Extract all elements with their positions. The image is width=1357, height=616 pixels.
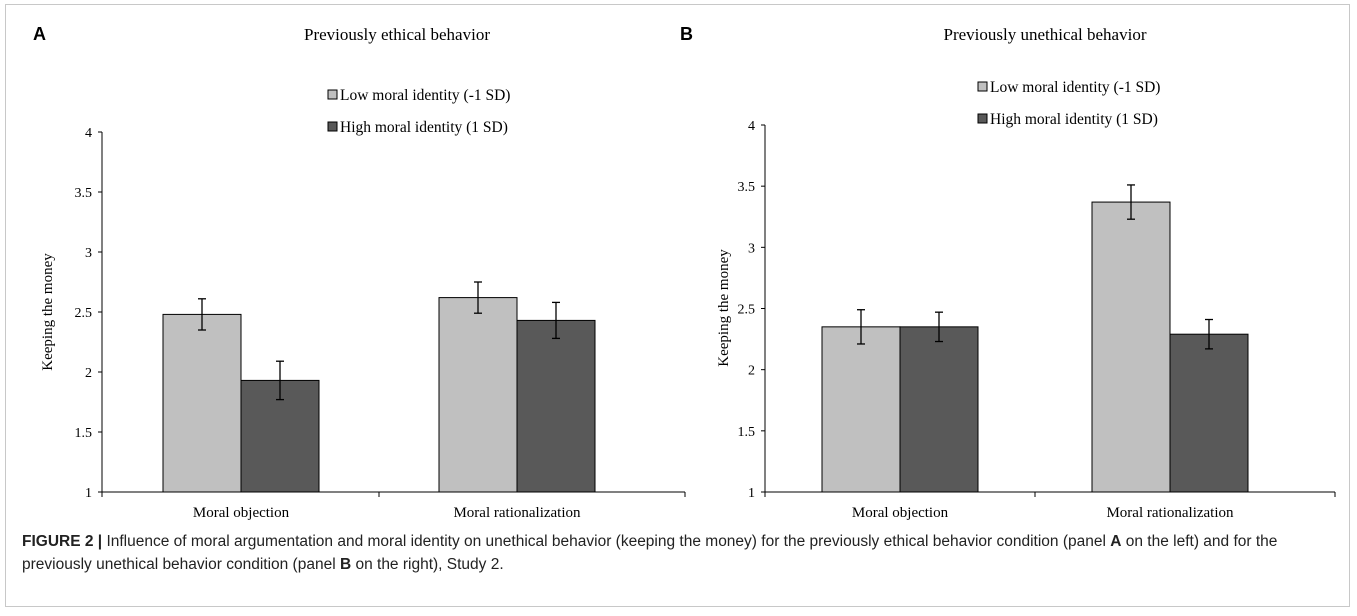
caption-bold2: B	[339, 556, 352, 573]
chart-panel-a: A Previously ethical behavior 1 1.5 2 2.5 3 3.5…	[33, 24, 686, 521]
y-tick-label: 1.5	[75, 426, 93, 441]
y-tick-label: 2.5	[738, 303, 756, 318]
legend-entry: Low moral identity (-1 SD)	[990, 79, 1160, 96]
chart-title: Previously unethical behavior	[943, 25, 1146, 44]
caption-part2: on the left) and for the previously unet…	[22, 533, 1278, 573]
panel-label: B	[680, 24, 693, 44]
legend-entry: Low moral identity (-1 SD)	[340, 87, 510, 104]
x-category-label: Moral objection	[852, 505, 949, 521]
legend-swatch	[977, 113, 988, 124]
bar	[1091, 201, 1171, 493]
bar	[516, 319, 596, 493]
figure-caption: FIGURE 2 | Influence of moral argumentat…	[22, 530, 1340, 576]
y-tick-label: 2	[85, 366, 92, 381]
bar	[821, 326, 901, 493]
panel-label: A	[33, 24, 46, 44]
y-tick-label: 2	[748, 364, 755, 379]
x-category-label: Moral rationalization	[453, 505, 581, 521]
y-axis-label: Keeping the money	[716, 249, 732, 367]
bar	[438, 297, 518, 493]
y-tick-label: 4	[85, 126, 92, 141]
bar	[1169, 333, 1249, 493]
caption-part1: Influence of moral argumentation and mor…	[106, 533, 1111, 550]
caption-bold1: A	[1110, 533, 1122, 550]
y-axis-label: Keeping the money	[40, 253, 56, 371]
chart-title: Previously ethical behavior	[304, 25, 490, 44]
y-tick-label: 1	[85, 486, 92, 501]
legend-swatch	[977, 81, 988, 92]
legend-swatch	[327, 89, 338, 100]
y-tick-label: 3	[85, 246, 92, 261]
x-category-label: Moral objection	[193, 505, 290, 521]
bar	[899, 326, 979, 493]
x-category-label: Moral rationalization	[1106, 505, 1234, 521]
y-tick-label: 2.5	[75, 306, 93, 321]
legend-swatch	[327, 121, 338, 132]
y-tick-label: 3	[748, 241, 755, 256]
y-tick-label: 3.5	[75, 186, 93, 201]
caption-part3: on the right), Study 2.	[351, 556, 504, 573]
y-tick-label: 1.5	[738, 425, 756, 440]
caption-prefix: FIGURE 2 |	[22, 533, 107, 550]
bar	[162, 313, 242, 493]
y-tick-label: 4	[748, 119, 755, 134]
legend-entry: High moral identity (1 SD)	[990, 111, 1158, 128]
legend-entry: High moral identity (1 SD)	[340, 119, 508, 136]
chart-panel-b: B Previously unethical behavior 1 1.5 2 2.5 3 3…	[680, 24, 1336, 521]
y-tick-label: 1	[748, 486, 755, 501]
y-tick-label: 3.5	[738, 180, 756, 195]
